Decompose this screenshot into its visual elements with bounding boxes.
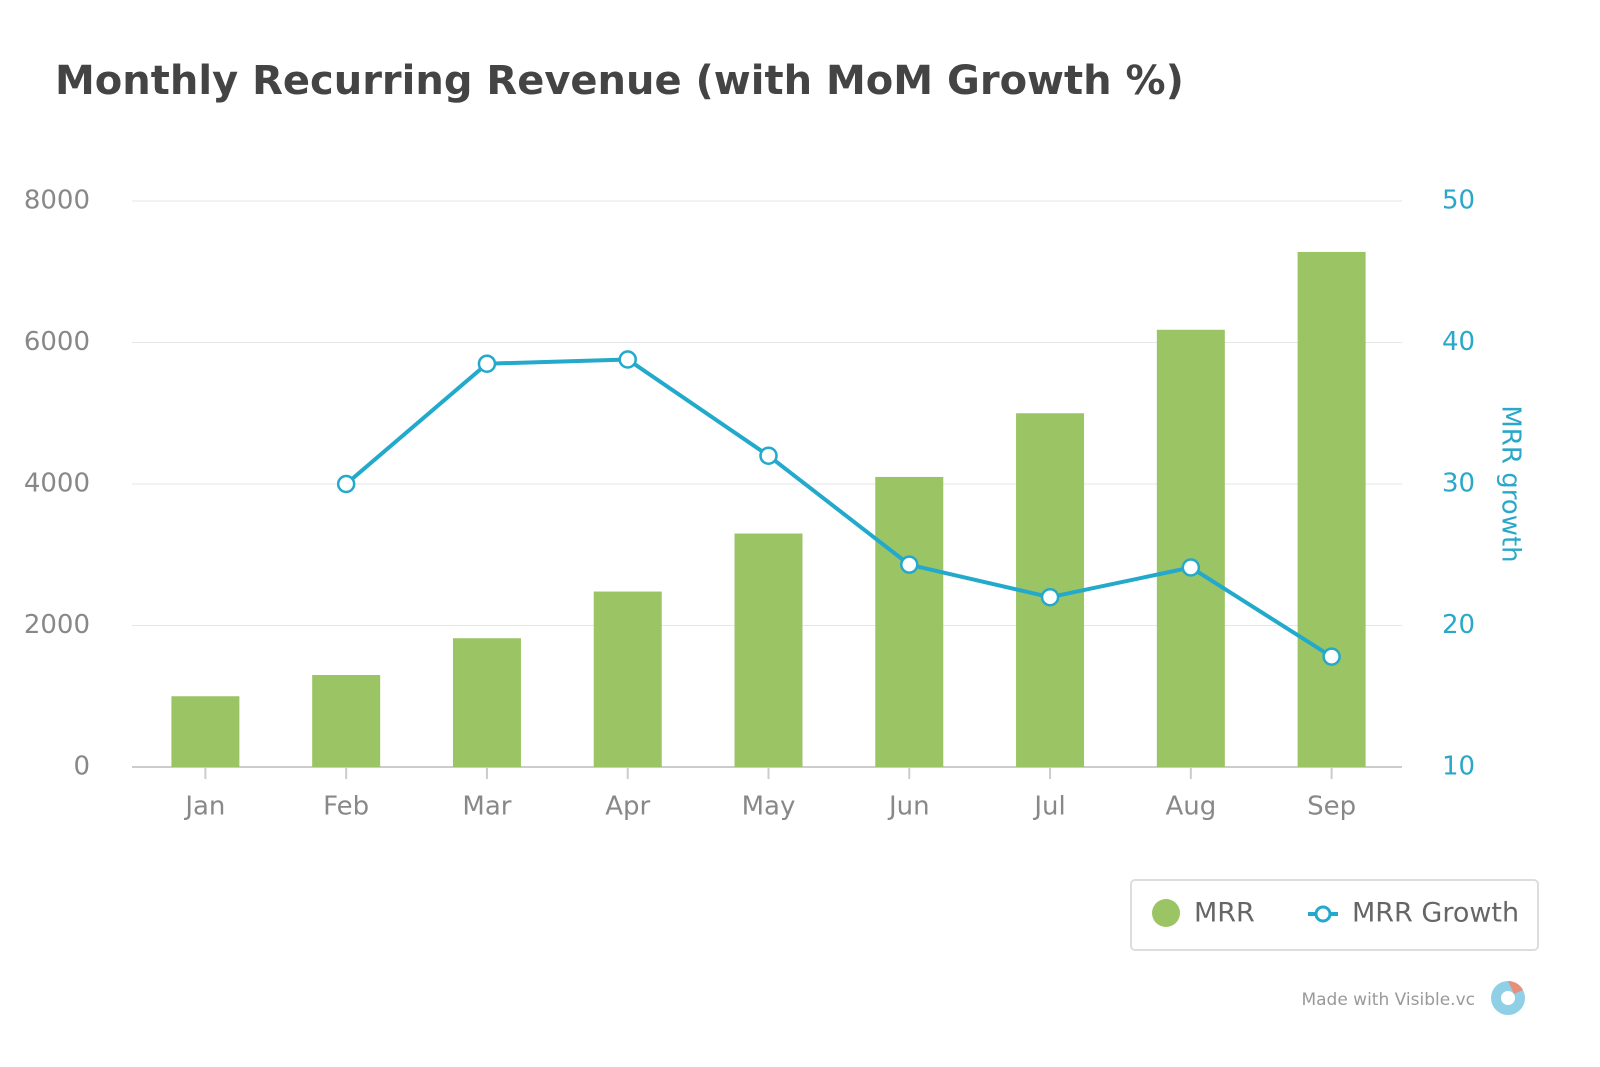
y2-axis-label: MRR growth (1496, 405, 1526, 562)
x-tick-label: Jun (887, 792, 930, 822)
bar (734, 533, 803, 767)
line-marker (336, 474, 356, 494)
y-tick-label: 0 (73, 752, 90, 782)
line (344, 357, 1333, 659)
y2-tick-label: 10 (1442, 752, 1475, 782)
bar (312, 675, 381, 767)
y-tick-label: 8000 (24, 186, 90, 216)
line-marker (900, 555, 919, 574)
bar (593, 591, 662, 767)
line-marker (477, 354, 497, 373)
legend-label: MRR Growth (1352, 898, 1519, 929)
y2-tick-label: 50 (1442, 186, 1475, 216)
y2-tick-label: 40 (1442, 327, 1475, 357)
y-tick-label: 4000 (24, 469, 90, 499)
line-marker (1181, 558, 1201, 577)
line-marker (618, 350, 637, 369)
line-marker (1040, 587, 1060, 607)
chart-title: Monthly Recurring Revenue (with MoM Grow… (55, 58, 1184, 104)
x-tick-label: Feb (323, 792, 369, 822)
x-tick-label: Aug (1165, 792, 1216, 822)
x-tick-label: May (742, 792, 796, 822)
bar (1156, 329, 1225, 767)
bar (452, 638, 521, 767)
legend-swatch (1152, 899, 1180, 927)
credit: Made with Visible.vc (1301, 990, 1475, 1010)
bar (875, 476, 944, 767)
x-tick-label: Jul (1032, 792, 1065, 822)
line-marker (1322, 647, 1341, 666)
x-tick-label: Apr (605, 792, 650, 822)
y-tick-label: 6000 (24, 327, 90, 357)
bar (171, 696, 240, 767)
legend-swatch (1314, 905, 1332, 923)
y-tick-label: 2000 (24, 610, 90, 640)
legend-label: MRR (1194, 898, 1255, 929)
x-tick-label: Mar (462, 792, 511, 822)
x-tick-label: Jan (183, 792, 225, 822)
logo (1491, 981, 1525, 1015)
bar (1297, 251, 1366, 767)
y2-tick-label: 30 (1442, 469, 1475, 499)
x-tick-label: Sep (1307, 792, 1356, 822)
line-marker (759, 446, 778, 465)
y2-tick-label: 20 (1442, 610, 1475, 640)
